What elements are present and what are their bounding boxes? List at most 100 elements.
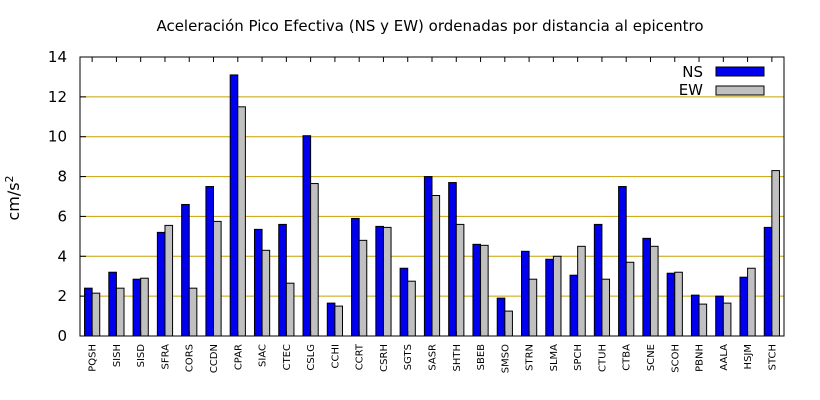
legend-swatch-ew bbox=[715, 85, 765, 96]
y-axis-label-exponent: 2 bbox=[3, 175, 16, 182]
bar-ns bbox=[253, 228, 263, 337]
plot-frame bbox=[79, 56, 785, 337]
x-tick-label: STCH bbox=[767, 344, 778, 370]
y-tick-label: 4 bbox=[57, 247, 67, 265]
x-tick-label: SFRA bbox=[160, 344, 171, 370]
x-tick-label: CORS bbox=[185, 344, 196, 372]
bar-ns bbox=[715, 295, 724, 337]
x-tick-label: SPCH bbox=[573, 344, 584, 371]
x-tick-label: SGTS bbox=[403, 344, 414, 370]
x-tick-label: SIAC bbox=[258, 344, 269, 367]
y-tick-label: 8 bbox=[57, 168, 67, 186]
bar-ew bbox=[115, 287, 125, 337]
bar-ew bbox=[310, 183, 319, 337]
bar-ew bbox=[164, 224, 174, 337]
x-tick-label: CPAR bbox=[233, 344, 244, 370]
x-tick-label: CCHI bbox=[330, 344, 341, 368]
bar-ns bbox=[326, 302, 336, 337]
x-tick-label: SMSO bbox=[500, 344, 511, 373]
bar-ew bbox=[407, 280, 416, 337]
bar-ns bbox=[423, 176, 433, 337]
bar-ew bbox=[674, 271, 683, 337]
bar-ew bbox=[698, 303, 708, 337]
bar-ew bbox=[601, 278, 611, 337]
x-tick-label: AALA bbox=[719, 344, 730, 371]
legend-swatch-ns bbox=[715, 66, 765, 77]
x-tick-label: CSLG bbox=[306, 344, 317, 371]
bar-ew bbox=[552, 255, 562, 337]
x-tick-label: CCRT bbox=[355, 343, 366, 370]
bar-ns bbox=[690, 294, 700, 337]
x-tick-label: CTUH bbox=[597, 344, 608, 372]
bar-ew bbox=[358, 239, 368, 337]
bar-ew bbox=[480, 244, 489, 337]
chart-title: Aceleración Pico Efectiva (NS y EW) orde… bbox=[156, 17, 703, 35]
x-tick-label: SASR bbox=[428, 344, 439, 371]
bar-ns bbox=[618, 186, 627, 337]
x-tick-label: CSRH bbox=[379, 344, 390, 372]
bar-ns bbox=[302, 135, 312, 337]
legend: NS EW bbox=[679, 63, 765, 99]
x-tick-label: HSJM bbox=[743, 344, 754, 369]
x-tick-label: SISD bbox=[136, 344, 147, 368]
bar-ns bbox=[375, 225, 384, 337]
bar-ns bbox=[763, 226, 773, 337]
bar-ns bbox=[399, 267, 409, 337]
bar-ew bbox=[504, 310, 513, 337]
bar-ew bbox=[528, 278, 538, 337]
x-tick-label: SISH bbox=[112, 344, 123, 367]
bar-ns bbox=[666, 272, 676, 337]
bar-ew bbox=[334, 305, 343, 337]
bars bbox=[84, 74, 780, 337]
bar-ew bbox=[431, 195, 441, 337]
x-tick-label: PQSH bbox=[88, 344, 99, 372]
y-tick-label: 14 bbox=[48, 48, 67, 66]
bar-ns bbox=[496, 297, 506, 337]
bar-ns bbox=[569, 274, 579, 337]
x-tick-label: CCDN bbox=[209, 344, 220, 373]
legend-label-ns: NS bbox=[682, 63, 703, 81]
bar-ew bbox=[625, 261, 635, 337]
bar-ns bbox=[229, 74, 239, 337]
bar-ew bbox=[188, 287, 198, 337]
bar-ns bbox=[108, 271, 117, 337]
x-tick-label: SHTH bbox=[452, 344, 463, 372]
x-tick-label: PBNH bbox=[695, 344, 706, 372]
bar-ns bbox=[205, 186, 215, 337]
x-tick-label: STRN bbox=[525, 344, 536, 371]
y-tick-label: 12 bbox=[48, 88, 67, 106]
y-tick-label: 10 bbox=[48, 128, 67, 146]
bar-ns bbox=[521, 250, 530, 337]
bar-ns bbox=[448, 182, 457, 337]
y-tick-label: 0 bbox=[57, 327, 67, 345]
bar-ew bbox=[91, 292, 101, 337]
bar-ns bbox=[642, 237, 651, 337]
bar-ew bbox=[771, 170, 780, 337]
bar-ns bbox=[84, 287, 93, 337]
bar-ew bbox=[455, 223, 465, 337]
legend-label-ew: EW bbox=[679, 81, 703, 99]
bar-ew bbox=[382, 226, 392, 337]
bar-ns bbox=[472, 243, 482, 337]
bar-ns bbox=[739, 276, 749, 337]
bar-ns bbox=[156, 231, 166, 337]
bar-ew bbox=[577, 245, 586, 337]
bar-ew bbox=[747, 267, 756, 337]
bar-ns bbox=[351, 217, 360, 337]
y-axis-label-unit: cm/s bbox=[4, 182, 23, 220]
y-axis-ticks: 0 2 4 6 8 10 12 14 bbox=[48, 48, 86, 345]
x-tick-label: SCOH bbox=[670, 344, 681, 373]
bar-ew bbox=[722, 302, 732, 337]
x-tick-label: CTEC bbox=[282, 344, 293, 370]
x-axis-ticks: PQSH SISH SISD SFRA CORS CCDN CPAR SIAC CTEC CSLG… bbox=[88, 57, 778, 373]
y-tick-label: 6 bbox=[57, 207, 67, 225]
bar-ew bbox=[213, 220, 222, 337]
y-axis-label: cm/s2 bbox=[3, 175, 23, 220]
bar-ew bbox=[285, 282, 295, 337]
bar-ns bbox=[593, 223, 603, 337]
bar-ns bbox=[278, 223, 287, 337]
bar-ew bbox=[237, 106, 246, 337]
bar-ns bbox=[545, 258, 554, 337]
bar-ew bbox=[261, 249, 271, 337]
bar-ns bbox=[181, 203, 190, 337]
